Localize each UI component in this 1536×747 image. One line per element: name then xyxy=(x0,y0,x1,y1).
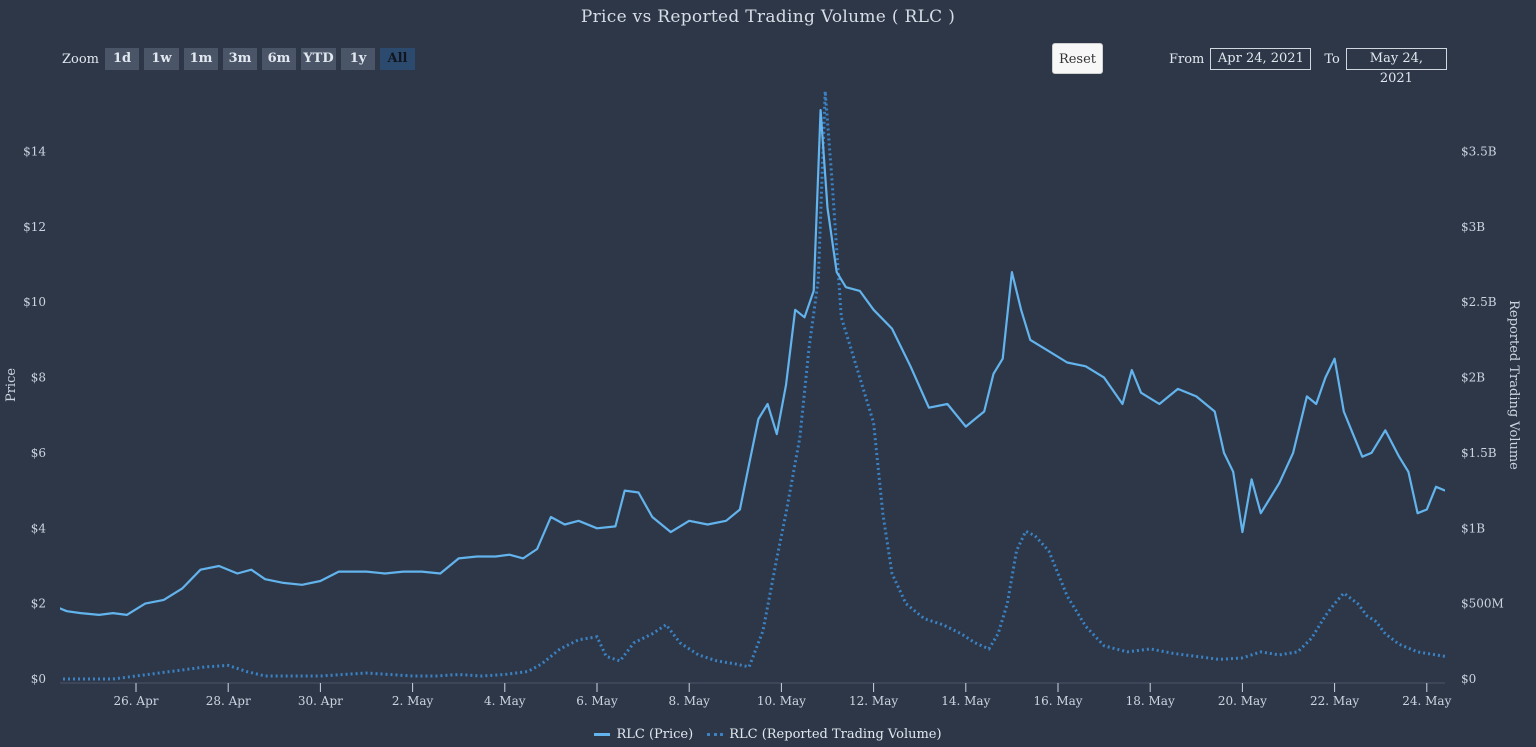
y2-tick-label: $1B xyxy=(1461,521,1485,535)
x-tick-label: 14. May xyxy=(941,694,990,708)
legend-item-volume[interactable]: RLC (Reported Trading Volume) xyxy=(707,727,942,742)
x-tick-label: 2. May xyxy=(392,694,434,708)
y2-tick-label: $3.5B xyxy=(1461,145,1497,159)
x-tick-label: 26. Apr xyxy=(114,694,159,708)
x-tick-label: 10. May xyxy=(757,694,806,708)
y-tick-label: $6 xyxy=(31,446,46,460)
zoom-label: Zoom xyxy=(62,51,100,67)
zoom-1y-button[interactable]: 1y xyxy=(341,48,376,70)
y2-tick-label: $2.5B xyxy=(1461,295,1497,309)
reset-zoom-button[interactable]: Reset xyxy=(1052,43,1103,74)
x-tick-label: 6. May xyxy=(576,694,618,708)
to-date-input[interactable]: May 24, 2021 xyxy=(1345,48,1447,86)
y2-tick-label: $500M xyxy=(1461,597,1504,611)
zoom-3m-button[interactable]: 3m xyxy=(223,48,258,70)
legend-item-price[interactable]: RLC (Price) xyxy=(594,727,693,742)
zoom-bar: Zoom 1d 1w 1m 3m 6m YTD 1y All xyxy=(62,48,416,70)
x-tick-label: 16. May xyxy=(1033,694,1082,708)
x-tick-label: 20. May xyxy=(1218,694,1267,708)
date-range: From Apr 24, 2021 To May 24, 2021 xyxy=(1169,48,1447,86)
legend-swatch-price xyxy=(594,733,611,736)
x-tick-label: 30. Apr xyxy=(298,694,343,708)
y2-tick-label: $0 xyxy=(1461,672,1476,686)
from-label: From xyxy=(1169,51,1205,67)
x-tick-label: 28. Apr xyxy=(206,694,251,708)
zoom-6m-button[interactable]: 6m xyxy=(262,48,297,70)
y-tick-label: $12 xyxy=(23,220,46,234)
y-tick-label: $0 xyxy=(31,672,46,686)
x-tick-label: 12. May xyxy=(849,694,898,708)
zoom-ytd-button[interactable]: YTD xyxy=(301,48,337,70)
y-tick-label: $4 xyxy=(31,521,47,535)
y-tick-label: $14 xyxy=(23,145,46,159)
x-tick-label: 8. May xyxy=(668,694,710,708)
y-axis-title: Price xyxy=(4,368,19,402)
y-tick-label: $10 xyxy=(23,295,46,309)
from-date-input[interactable]: Apr 24, 2021 xyxy=(1210,48,1312,70)
x-tick-label: 22. May xyxy=(1310,694,1359,708)
y2-axis-title: Reported Trading Volume xyxy=(1506,300,1521,470)
legend-label-volume: RLC (Reported Trading Volume) xyxy=(729,727,942,742)
legend-swatch-volume xyxy=(707,733,724,736)
chart-legend: RLC (Price) RLC (Reported Trading Volume… xyxy=(0,727,1536,742)
volume-series-line xyxy=(60,91,1445,681)
zoom-1d-button[interactable]: 1d xyxy=(105,48,140,70)
x-tick-label: 18. May xyxy=(1126,694,1175,708)
y-tick-label: $2 xyxy=(31,597,46,611)
y-tick-label: $8 xyxy=(31,371,46,385)
x-tick-label: 24. May xyxy=(1402,694,1451,708)
zoom-1m-button[interactable]: 1m xyxy=(184,48,219,70)
zoom-1w-button[interactable]: 1w xyxy=(144,48,180,70)
y2-tick-label: $3B xyxy=(1461,220,1485,234)
to-label: To xyxy=(1324,51,1340,67)
zoom-all-button[interactable]: All xyxy=(380,48,416,70)
y2-tick-label: $1.5B xyxy=(1461,446,1497,460)
x-tick-label: 4. May xyxy=(484,694,526,708)
legend-label-price: RLC (Price) xyxy=(616,727,694,742)
price-series-line xyxy=(60,109,1445,616)
y2-tick-label: $2B xyxy=(1461,371,1485,385)
chart-title: Price vs Reported Trading Volume ( RLC ) xyxy=(580,7,956,27)
